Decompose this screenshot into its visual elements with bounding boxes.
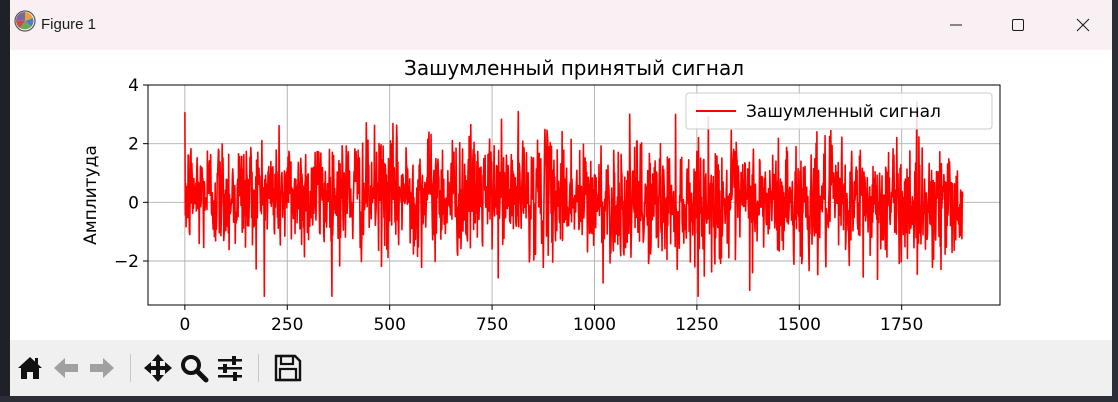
save-button[interactable] — [272, 352, 304, 384]
forward-button[interactable] — [86, 352, 118, 384]
configure-subplots-button[interactable] — [214, 352, 246, 384]
navigation-toolbar — [10, 340, 1112, 396]
legend-entry-noisy-signal: Зашумленный сигнал — [746, 102, 941, 122]
arrow-right-icon — [90, 358, 114, 378]
series-line-noisy-signal — [184, 100, 964, 297]
minimize-button[interactable] — [933, 0, 979, 50]
toolbar-separator — [258, 354, 259, 382]
maximize-button[interactable] — [995, 0, 1041, 50]
figure-canvas[interactable]: 0 250 500 750 1000 1250 1500 1750 −2 0 2 4 Зашумле… — [10, 50, 1112, 340]
window-title: Figure 1 — [41, 16, 97, 33]
floppy-disk-icon — [274, 354, 302, 382]
legend: Зашумленный сигнал — [685, 92, 993, 130]
axes-frame — [147, 84, 1001, 306]
close-icon — [1076, 18, 1090, 32]
back-button[interactable] — [50, 352, 82, 384]
right-window-edge — [1112, 0, 1118, 402]
move-icon — [144, 354, 172, 382]
x-ticks: 0 250 500 750 1000 1250 1500 1750 — [179, 305, 923, 335]
y-tick-label: 4 — [128, 76, 139, 96]
bottom-window-edge — [0, 396, 1118, 402]
y-tick-label: 2 — [128, 135, 139, 155]
close-button[interactable] — [1060, 0, 1106, 50]
matplotlib-logo-icon — [14, 10, 36, 32]
x-tick-label: 1000 — [573, 315, 616, 335]
arrow-left-icon — [54, 358, 78, 378]
sliders-icon — [218, 356, 242, 381]
zoom-button[interactable] — [178, 352, 210, 384]
x-tick-label: 250 — [271, 315, 303, 335]
x-tick-label: 1750 — [880, 315, 923, 335]
x-tick-label: 500 — [373, 315, 405, 335]
home-icon — [18, 357, 42, 379]
left-window-edge — [0, 0, 10, 402]
x-tick-label: 0 — [179, 315, 190, 335]
y-tick-label: 0 — [128, 193, 139, 213]
y-ticks: −2 0 2 4 — [114, 76, 148, 272]
title-bar[interactable]: Figure 1 — [10, 0, 1112, 50]
x-tick-label: 1500 — [778, 315, 821, 335]
magnifier-icon — [181, 355, 209, 383]
pan-button[interactable] — [142, 352, 174, 384]
x-tick-label: 1250 — [675, 315, 718, 335]
toolbar-separator — [130, 354, 131, 382]
y-axis-label: Амплитуда — [81, 145, 101, 245]
chart-title: Зашумленный принятый сигнал — [404, 56, 744, 80]
signal-chart[interactable]: 0 250 500 750 1000 1250 1500 1750 −2 0 2 4 Зашумле… — [10, 50, 1112, 340]
x-tick-label: 750 — [476, 315, 508, 335]
minimize-icon — [950, 24, 962, 26]
home-button[interactable] — [14, 352, 46, 384]
maximize-icon — [1012, 19, 1024, 31]
legend-box — [685, 92, 993, 130]
y-tick-label: −2 — [114, 252, 139, 272]
